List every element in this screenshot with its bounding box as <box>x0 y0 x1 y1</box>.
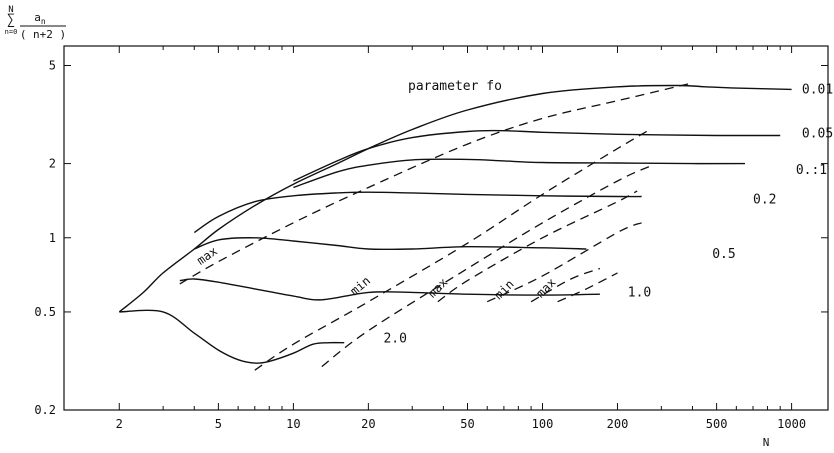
y-tick-label: 0.5 <box>34 305 56 319</box>
envelope-line-max <box>557 272 618 303</box>
axis-ticks <box>64 46 828 411</box>
chart-title: parameter fo <box>408 79 502 94</box>
x-axis-label: N <box>763 436 770 449</box>
ylabel-sum-bottom: n=0 <box>5 28 18 36</box>
envelope-line-max <box>321 165 651 368</box>
curve-label: 1.0 <box>628 285 651 300</box>
series-line <box>194 237 587 251</box>
envelope-line-max <box>486 222 642 303</box>
curve-label: 0.:1 <box>796 163 827 178</box>
x-tick-label: 1000 <box>777 417 806 431</box>
series-line <box>118 84 792 313</box>
x-tick-label: 10 <box>286 417 300 431</box>
ylabel-sum-top: N <box>8 5 13 15</box>
ylabel-sigma-icon: ∑ <box>7 12 15 28</box>
plot-frame <box>63 45 829 411</box>
curve-labels: 0.01 0.05 0.:1 0.2 0.5 1.0 2.0 <box>383 82 833 346</box>
annotation-max: max <box>425 275 450 300</box>
y-tick-label: 2 <box>49 157 56 171</box>
x-tick-label: 200 <box>607 417 629 431</box>
series-line <box>119 309 345 364</box>
curve-label: 0.01 <box>802 82 833 97</box>
ylabel-numerator: an <box>34 11 46 26</box>
x-tick-label: 100 <box>532 417 554 431</box>
envelope-line-min <box>530 267 601 303</box>
x-tick-label: 2 <box>116 417 123 431</box>
x-tick-label: 500 <box>706 417 728 431</box>
curve-label: 2.0 <box>383 332 406 347</box>
envelope-line-min <box>254 128 651 371</box>
x-tick-label: 5 <box>215 417 222 431</box>
series-curves <box>118 84 792 364</box>
series-line <box>293 158 746 189</box>
series-line <box>179 278 600 301</box>
x-tick-label: 20 <box>361 417 375 431</box>
series-line <box>293 129 781 182</box>
y-axis-label: N ∑ n=0 an ( n+2 ) <box>5 5 67 41</box>
curve-label: 0.05 <box>802 126 833 141</box>
envelope-line-min <box>437 190 638 303</box>
y-tick-label: 5 <box>49 59 56 73</box>
ylabel-denominator: ( n+2 ) <box>20 28 66 41</box>
series-line <box>193 191 642 234</box>
y-tick-label: 0.2 <box>34 403 56 417</box>
y-tick-labels: 0.2 0.5 1 2 5 <box>34 59 56 417</box>
x-tick-label: 50 <box>460 417 474 431</box>
annotation-max: max <box>533 275 558 300</box>
curve-label: 0.2 <box>753 192 776 207</box>
y-tick-label: 1 <box>49 231 56 245</box>
curve-label: 0.5 <box>712 247 735 262</box>
envelope-curves <box>179 82 693 371</box>
envelope-line-max <box>179 82 693 285</box>
x-tick-labels: 2 5 10 20 50 100 200 500 1000 <box>116 417 806 431</box>
